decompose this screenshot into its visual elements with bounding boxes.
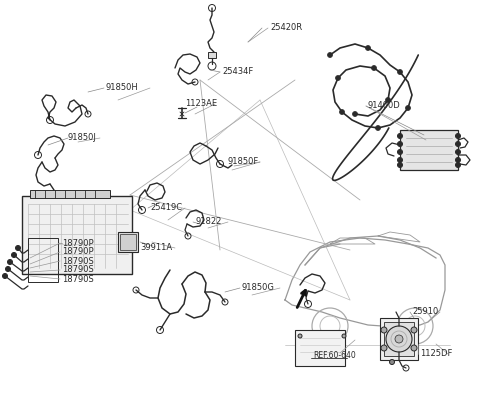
Circle shape [456, 150, 460, 154]
Circle shape [456, 158, 460, 162]
Bar [400, 130, 458, 170]
Circle shape [389, 359, 395, 365]
Circle shape [372, 65, 376, 71]
Bar [384, 322, 414, 356]
Text: 91400D: 91400D [368, 101, 401, 111]
Text: 25420R: 25420R [270, 24, 302, 32]
Circle shape [15, 245, 21, 251]
Text: 91822: 91822 [195, 217, 221, 227]
Circle shape [385, 97, 391, 103]
Bar [30, 190, 110, 198]
Text: 25910: 25910 [412, 308, 438, 316]
Circle shape [386, 326, 412, 352]
Circle shape [12, 253, 16, 257]
Circle shape [375, 126, 381, 130]
Circle shape [2, 273, 8, 279]
Text: REF.60-640: REF.60-640 [313, 352, 356, 361]
Circle shape [456, 134, 460, 138]
Circle shape [456, 162, 460, 168]
Bar [120, 234, 136, 250]
Text: 25434F: 25434F [222, 67, 253, 77]
Circle shape [397, 142, 403, 146]
Circle shape [381, 327, 387, 333]
Circle shape [298, 334, 302, 338]
Bar [28, 238, 58, 282]
Circle shape [352, 111, 358, 117]
Circle shape [395, 335, 403, 343]
Text: 1123AE: 1123AE [185, 99, 217, 109]
Circle shape [456, 142, 460, 146]
Bar [22, 196, 132, 274]
Text: 91850G: 91850G [242, 284, 275, 292]
Circle shape [397, 162, 403, 168]
Text: 91850F: 91850F [228, 158, 259, 166]
Circle shape [327, 53, 333, 57]
Text: 18790P: 18790P [62, 239, 94, 247]
Circle shape [381, 345, 387, 351]
Text: 25419C: 25419C [150, 203, 182, 213]
Circle shape [342, 334, 346, 338]
Circle shape [411, 327, 417, 333]
Text: 18790S: 18790S [62, 275, 94, 284]
Text: 18790P: 18790P [62, 247, 94, 257]
Circle shape [336, 75, 340, 81]
Circle shape [339, 109, 345, 115]
Bar [118, 232, 138, 252]
Text: 1125DF: 1125DF [420, 350, 452, 358]
Circle shape [8, 259, 12, 265]
Text: 91850J: 91850J [68, 134, 97, 142]
Text: 91850H: 91850H [105, 83, 138, 93]
Text: 18790S: 18790S [62, 257, 94, 265]
Text: 18790S: 18790S [62, 265, 94, 275]
Bar [295, 330, 345, 366]
Circle shape [5, 267, 11, 271]
Circle shape [411, 345, 417, 351]
Circle shape [397, 69, 403, 75]
Bar [208, 52, 216, 58]
Circle shape [397, 134, 403, 138]
Circle shape [365, 45, 371, 51]
Circle shape [397, 150, 403, 154]
Circle shape [397, 158, 403, 162]
Text: 39911A: 39911A [140, 243, 172, 253]
Circle shape [406, 105, 410, 111]
Bar [380, 318, 418, 360]
